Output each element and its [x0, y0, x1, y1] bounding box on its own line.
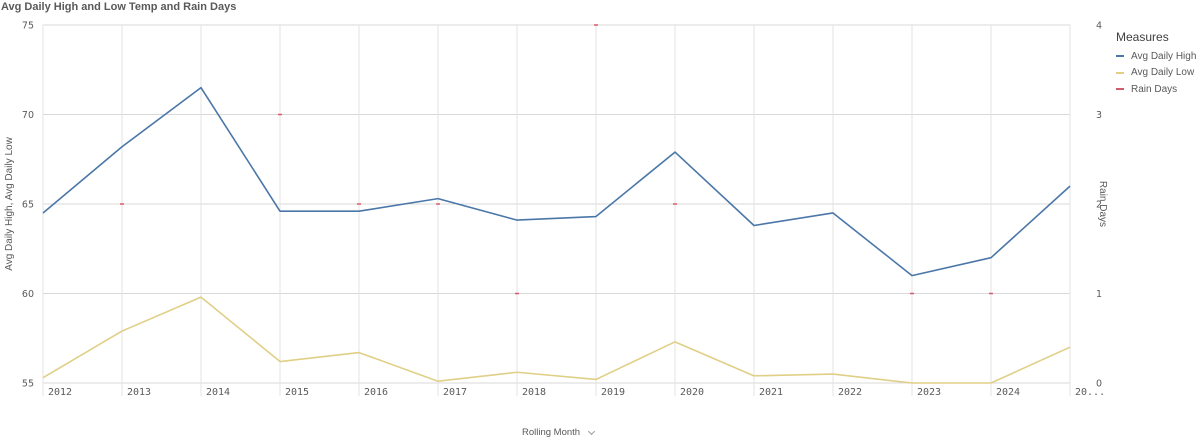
legend-swatch — [1116, 88, 1124, 91]
x-axis-title[interactable]: Rolling Month — [522, 427, 596, 438]
x-tick-label: 2017 — [443, 387, 467, 398]
legend-item-rain-days[interactable]: Rain Days — [1116, 81, 1196, 98]
chart-title: Avg Daily High and Low Temp and Rain Day… — [1, 1, 237, 13]
legend-title: Measures — [1116, 30, 1169, 44]
legend-label: Avg Daily High — [1131, 50, 1197, 62]
y-tick-label-right: 2 — [1096, 200, 1102, 211]
y-axis-title-right: Rain Days — [1097, 181, 1108, 227]
x-tick-label: 2012 — [48, 387, 72, 398]
legend-item-avg-daily-low[interactable]: Avg Daily Low — [1116, 65, 1196, 82]
y-tick-label-left: 70 — [22, 110, 34, 121]
y-tick-label-left: 65 — [22, 200, 34, 211]
y-tick-label-left: 60 — [22, 289, 34, 300]
y-tick-label-right: 0 — [1096, 379, 1102, 390]
legend[interactable]: Measures Avg Daily High Avg Daily Low Rain… — [1116, 30, 1196, 98]
legend-swatch — [1116, 55, 1124, 58]
x-tick-label: 2021 — [759, 387, 783, 398]
chevron-down-icon[interactable] — [588, 427, 596, 435]
x-tick-label: 2020 — [680, 387, 704, 398]
x-tick-label: 2013 — [127, 387, 151, 398]
legend-item-avg-daily-high[interactable]: Avg Daily High — [1116, 48, 1196, 65]
x-tick-label: 2022 — [838, 387, 862, 398]
y-tick-label-left: 55 — [22, 379, 34, 390]
x-tick-label: 2019 — [601, 387, 625, 398]
legend-swatch — [1116, 71, 1124, 74]
series-line-avg-daily-high — [42, 86, 1071, 277]
x-axis-title-label: Rolling Month — [522, 427, 581, 438]
y-tick-label-right: 3 — [1096, 110, 1102, 121]
legend-label: Rain Days — [1131, 83, 1178, 95]
x-tick-label: 2024 — [996, 387, 1020, 398]
x-tick-label: 2018 — [522, 387, 546, 398]
x-tick-label: 2015 — [285, 387, 309, 398]
y-tick-label-right: 1 — [1096, 289, 1102, 300]
x-tick-label: 2016 — [364, 387, 388, 398]
x-tick-label: 2014 — [206, 387, 230, 398]
y-tick-label-left: 75 — [22, 21, 34, 32]
x-tick-label: 20... — [1075, 387, 1105, 398]
legend-label: Avg Daily Low — [1131, 67, 1195, 79]
series-line-avg-daily-low — [42, 296, 1071, 384]
y-tick-label-right: 4 — [1096, 21, 1102, 32]
y-axis-title-left: Avg Daily High, Avg Daily Low — [4, 136, 15, 270]
x-tick-label: 2023 — [917, 387, 941, 398]
